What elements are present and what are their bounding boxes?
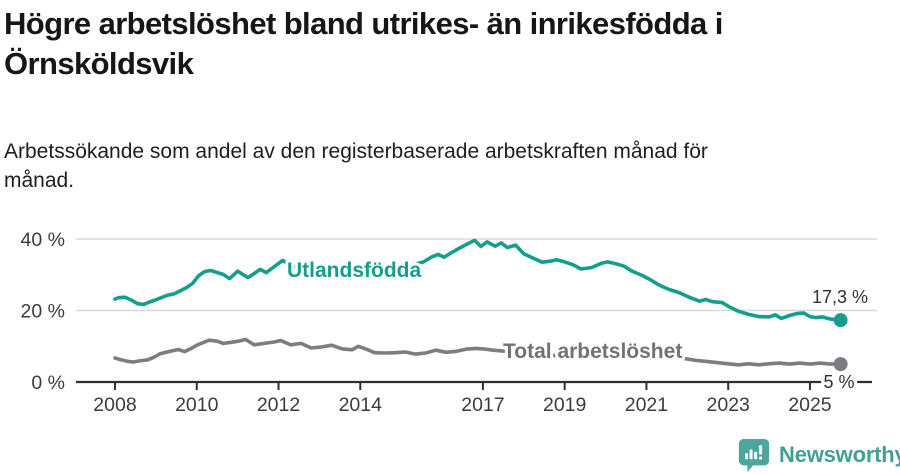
newsworthy-logo-icon <box>738 438 770 472</box>
y-tick-label: 0 % <box>31 372 65 394</box>
axes-group: 2008 2010 2012 2014 2017 2019 2021 2023 2025 <box>76 380 872 416</box>
newsworthy-branding: Newsworthy <box>737 437 900 473</box>
series-label-total-arbetsloshet: Total arbetslöshet <box>503 340 682 363</box>
title-line-1: Högre arbetslöshet bland utrikes- än inr… <box>4 6 723 41</box>
exclamation-stem <box>758 444 763 455</box>
y-tick-label: 40 % <box>21 229 65 251</box>
y-tick-label: 20 % <box>21 301 65 323</box>
x-tick-label: 2021 <box>625 394 668 416</box>
page-title: Högre arbetslöshet bland utrikes- än inr… <box>4 4 884 84</box>
x-tick-label: 2025 <box>788 394 832 416</box>
x-tick-label: 2019 <box>543 394 586 416</box>
speech-bubble-shape <box>738 438 770 472</box>
series-end-dot-0 <box>833 313 848 328</box>
end-value-label-utlandsfodda: 17,3 % <box>812 287 868 307</box>
series-group <box>113 238 848 372</box>
end-value-label-total: 5 % <box>823 372 854 392</box>
gridlines-group: 0 % 20 % 40 % <box>21 229 877 394</box>
subtitle-line-1: Arbetssökande som andel av den registerb… <box>4 140 708 163</box>
line-chart: 0 % 20 % 40 % 2008 2010 2012 2014 2017 2019 2021… <box>21 229 877 416</box>
series-line-1 <box>113 337 843 367</box>
x-tick-label: 2008 <box>93 394 136 416</box>
exclamation-dot <box>758 455 763 460</box>
chart-subtitle: Arbetssökande som andel av den registerb… <box>4 137 824 195</box>
brand-wordmark: Newsworthy <box>779 442 900 467</box>
bar-chart-glyph <box>745 444 763 460</box>
series-line-0 <box>113 238 843 322</box>
x-tick-label: 2010 <box>175 394 219 416</box>
x-tick-label: 2012 <box>257 394 300 416</box>
title-line-2: Örnsköldsvik <box>4 46 194 81</box>
series-label-utlandsfodda: Utlandsfödda <box>287 259 421 282</box>
x-tick-label: 2017 <box>461 394 504 416</box>
subtitle-line-2: månad. <box>4 169 75 192</box>
series-end-dot-1 <box>833 357 848 372</box>
x-tick-label: 2014 <box>339 394 383 416</box>
x-tick-label: 2023 <box>707 394 750 416</box>
